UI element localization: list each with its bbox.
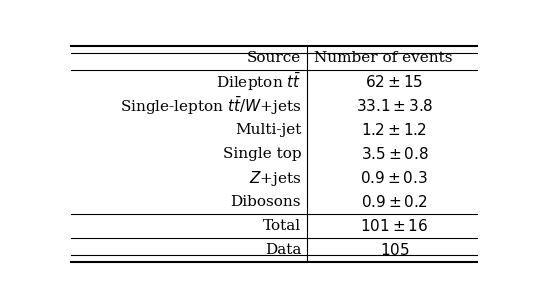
Text: $62 \pm 15$: $62 \pm 15$ bbox=[365, 74, 424, 90]
Text: Dibosons: Dibosons bbox=[231, 195, 301, 209]
Text: Total: Total bbox=[263, 219, 301, 233]
Text: $0.9 \pm 0.3$: $0.9 \pm 0.3$ bbox=[361, 170, 429, 186]
Text: $101 \pm 16$: $101 \pm 16$ bbox=[360, 218, 429, 234]
Text: $1.2 \pm 1.2$: $1.2 \pm 1.2$ bbox=[362, 122, 427, 138]
Text: Dilepton $t\bar{t}$: Dilepton $t\bar{t}$ bbox=[216, 71, 301, 93]
Text: $0.9 \pm 0.2$: $0.9 \pm 0.2$ bbox=[361, 194, 428, 210]
Text: $33.1 \pm 3.8$: $33.1 \pm 3.8$ bbox=[356, 98, 433, 114]
Text: Data: Data bbox=[265, 243, 301, 257]
Text: $3.5 \pm 0.8$: $3.5 \pm 0.8$ bbox=[361, 146, 429, 162]
Text: Source: Source bbox=[247, 51, 301, 65]
Text: $105$: $105$ bbox=[379, 242, 409, 258]
Text: Multi-jet: Multi-jet bbox=[235, 123, 301, 137]
Text: $Z$+jets: $Z$+jets bbox=[249, 169, 301, 188]
Text: Single top: Single top bbox=[223, 147, 301, 161]
Text: Single-lepton $t\bar{t}/W$+jets: Single-lepton $t\bar{t}/W$+jets bbox=[120, 95, 301, 117]
Text: Number of events: Number of events bbox=[314, 51, 452, 65]
